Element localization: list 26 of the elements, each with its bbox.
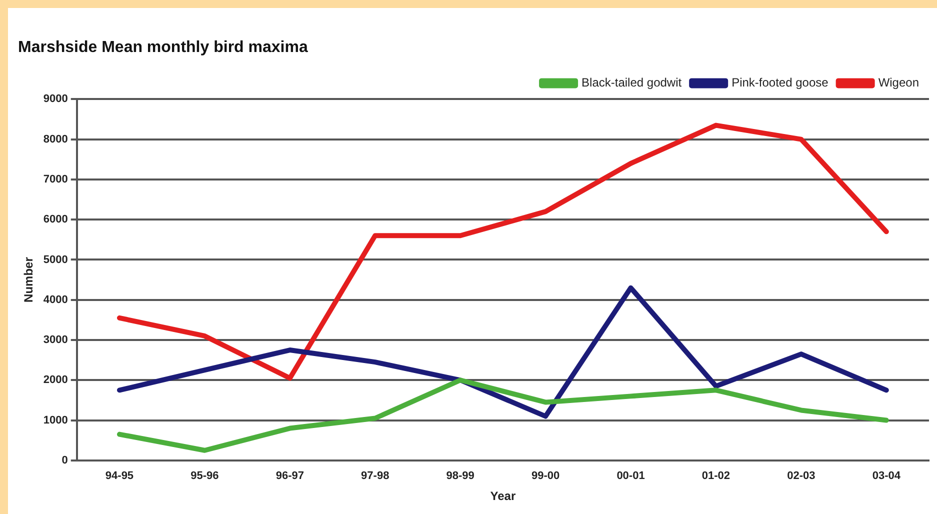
y-tick-label: 8000 bbox=[43, 133, 68, 146]
y-tick-label: 7000 bbox=[43, 174, 68, 186]
legend-label: Pink-footed goose bbox=[732, 76, 829, 90]
x-tick-label: 00-01 bbox=[616, 470, 645, 482]
x-tick-label: 94-95 bbox=[105, 470, 134, 482]
y-axis-title: Number bbox=[22, 256, 36, 302]
x-tick-label: 99-00 bbox=[531, 470, 560, 482]
y-tick-label: 0 bbox=[62, 454, 68, 466]
chart-title: Marshside Mean monthly bird maxima bbox=[18, 39, 308, 56]
legend-label: Black-tailed godwit bbox=[582, 76, 682, 90]
y-tick-label: 9000 bbox=[43, 93, 68, 106]
y-tick-label: 4000 bbox=[43, 294, 68, 306]
x-tick-label: 03-04 bbox=[872, 470, 902, 482]
x-tick-label: 02-03 bbox=[787, 470, 816, 482]
y-tick-label: 6000 bbox=[43, 214, 68, 226]
x-tick-label: 95-96 bbox=[190, 470, 219, 482]
x-axis-title: Year bbox=[490, 489, 516, 504]
y-tick-label: 5000 bbox=[43, 254, 68, 266]
y-tick-label: 3000 bbox=[43, 334, 68, 346]
legend-label: Wigeon bbox=[878, 76, 919, 90]
x-tick-label: 96-97 bbox=[276, 470, 304, 482]
x-tick-label: 01-02 bbox=[702, 470, 730, 482]
x-tick-label: 98-99 bbox=[446, 470, 474, 482]
y-tick-label: 1000 bbox=[43, 414, 68, 426]
y-tick-label: 2000 bbox=[43, 374, 68, 386]
x-tick-label: 97-98 bbox=[361, 470, 390, 482]
